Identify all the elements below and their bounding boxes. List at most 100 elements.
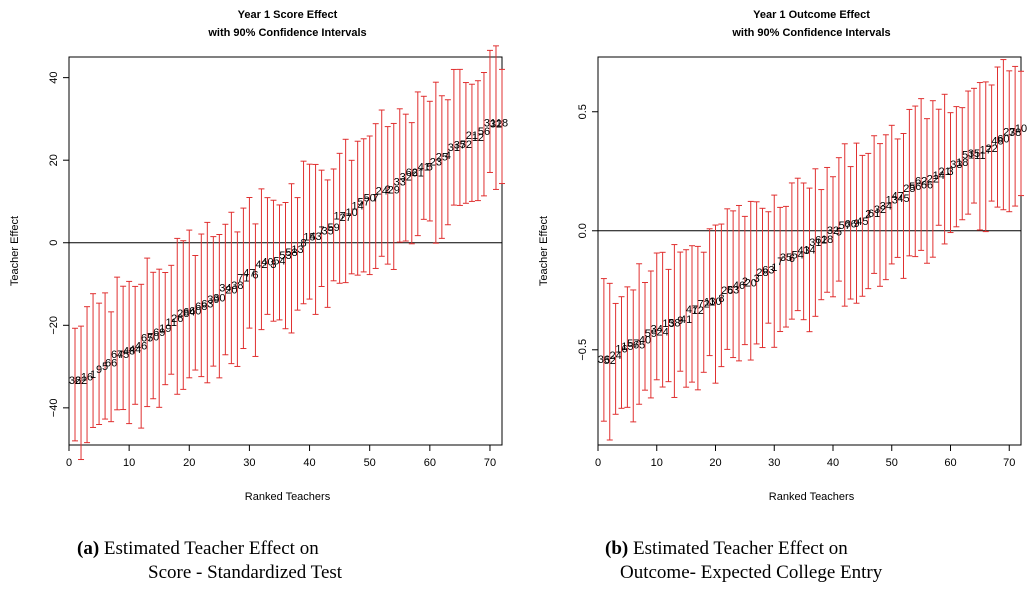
chart-outcome-effect: Year 1 Outcome Effect with 90% Confidence…	[538, 9, 1027, 503]
teacher-id-label: 71	[237, 273, 249, 285]
teacher-id-label: 12	[692, 305, 704, 317]
teacher-id-label: 25	[903, 183, 915, 195]
teacher-id-label: 47	[243, 268, 255, 280]
teacher-id-label: 9	[677, 315, 683, 327]
chart-title: Year 1 Outcome Effect	[753, 9, 870, 21]
teacher-id-label: 3	[947, 166, 953, 178]
teacher-id-label: 48	[991, 135, 1003, 147]
teacher-id-label: 40	[261, 257, 273, 269]
teacher-id-label: 28	[177, 308, 189, 320]
teacher-id-label: 23	[430, 157, 442, 169]
teacher-id-label: 14	[352, 201, 364, 213]
x-tick-label: 70	[484, 457, 496, 469]
teacher-id-label: 10	[1015, 123, 1027, 135]
teacher-id-label: 61	[868, 208, 880, 220]
teacher-id-label: 5	[102, 361, 108, 373]
teacher-id-label: 41	[418, 161, 430, 173]
teacher-id-label: 45	[856, 216, 868, 228]
teacher-id-label: 65	[141, 332, 153, 344]
teacher-id-label: 17	[980, 144, 992, 156]
teacher-id-label: 22	[75, 375, 87, 387]
x-tick-label: 60	[944, 457, 956, 469]
teacher-id-label: 40	[639, 335, 651, 347]
teacher-id-label: 20	[745, 277, 757, 289]
teacher-id-label: 26	[721, 285, 733, 297]
teacher-id-label: 26	[171, 313, 183, 325]
teacher-id-label: 31	[484, 118, 496, 130]
teacher-id-label: 34	[651, 324, 663, 336]
teacher-id-label: 63	[762, 264, 774, 276]
teacher-id-label: 16	[615, 344, 627, 356]
teacher-id-label: 6	[252, 269, 258, 281]
teacher-id-label: 58	[668, 318, 680, 330]
y-tick-label: −20	[48, 316, 60, 335]
teacher-id-label: 67	[111, 349, 123, 361]
y-tick-label: 20	[48, 154, 60, 166]
teacher-id-label: 24	[657, 327, 669, 339]
teacher-id-label: 13	[291, 244, 303, 256]
teacher-id-label: 14	[933, 170, 945, 182]
teacher-id-label: 57	[839, 220, 851, 232]
chart-score-effect: Year 1 Score Effect with 90% Confidence I…	[9, 9, 508, 503]
teacher-id-label: 62	[815, 235, 827, 247]
x-tick-label: 10	[651, 457, 663, 469]
teacher-id-label: 22	[927, 173, 939, 185]
teacher-id-label: 52	[604, 355, 616, 367]
teacher-id-label: 2	[385, 184, 391, 196]
teacher-id-label: 11	[974, 150, 985, 162]
teacher-id-label: 46	[135, 341, 147, 353]
teacher-id-label: 45	[117, 349, 129, 361]
teacher-id-label: 34	[219, 283, 231, 295]
teacher-id-label: 31	[448, 142, 460, 154]
teacher-id-label: 30	[213, 292, 225, 304]
caption-a-line2: Score - Standardized Test	[148, 562, 343, 583]
teacher-id-label: 7	[777, 256, 783, 268]
teacher-id-label: 43	[309, 231, 321, 243]
teacher-id-label: 56	[909, 181, 921, 193]
x-tick-label: 20	[709, 457, 721, 469]
y-axis-label: Teacher Effect	[538, 216, 550, 286]
teacher-id-label: 60	[997, 134, 1009, 146]
teacher-id-label: 15	[621, 341, 633, 353]
y-axis-label: Teacher Effect	[9, 216, 21, 286]
teacher-id-label: 54	[273, 255, 285, 267]
teacher-id-label: 25	[436, 151, 448, 163]
x-tick-label: 30	[768, 457, 780, 469]
teacher-id-label: 5	[427, 162, 433, 174]
chart-subtitle: with 90% Confidence Intervals	[207, 27, 366, 39]
teacher-id-label: 7	[373, 192, 379, 204]
x-tick-label: 20	[183, 457, 195, 469]
teacher-id-label: 30	[709, 296, 721, 308]
teacher-id-label: 58	[285, 247, 297, 259]
teacher-id-label: 68	[195, 301, 207, 313]
teacher-id-label: 21	[466, 130, 478, 142]
caption-b: (b) Estimated Teacher Effect on Outcome-…	[605, 537, 965, 585]
teacher-id-label: 11	[166, 317, 177, 329]
x-tick-label: 60	[424, 457, 436, 469]
teacher-id-label: 12	[472, 132, 484, 144]
teacher-id-label: 43	[798, 245, 810, 257]
teacher-id-label: 37	[454, 140, 466, 152]
teacher-id-label: 3	[754, 273, 760, 285]
x-tick-label: 40	[303, 457, 315, 469]
teacher-id-label: 72	[698, 299, 710, 311]
teacher-id-label: 15	[303, 231, 315, 243]
teacher-id-label: 39	[207, 294, 219, 306]
y-tick-label: −0.5	[577, 339, 589, 361]
x-tick-label: 70	[1003, 457, 1015, 469]
y-tick-label: −40	[48, 399, 60, 418]
x-axis-label: Ranked Teachers	[769, 491, 855, 503]
teacher-id-label: 27	[340, 212, 352, 224]
teacher-id-label: 53	[279, 250, 291, 262]
teacher-id-label: 56	[478, 126, 490, 138]
caption-b-tag: (b)	[605, 538, 629, 559]
x-axis-label: Ranked Teachers	[245, 491, 331, 503]
teacher-id-label: 38	[1009, 127, 1021, 139]
teacher-id-label: 62	[915, 176, 927, 188]
teacher-id-label: 6	[789, 253, 795, 265]
teacher-id-label: 18	[821, 234, 833, 246]
teacher-id-label: 34	[880, 201, 892, 213]
teacher-id-label: 17	[334, 211, 346, 223]
teacher-id-label: 18	[956, 157, 968, 169]
teacher-id-label: 22	[986, 143, 998, 155]
